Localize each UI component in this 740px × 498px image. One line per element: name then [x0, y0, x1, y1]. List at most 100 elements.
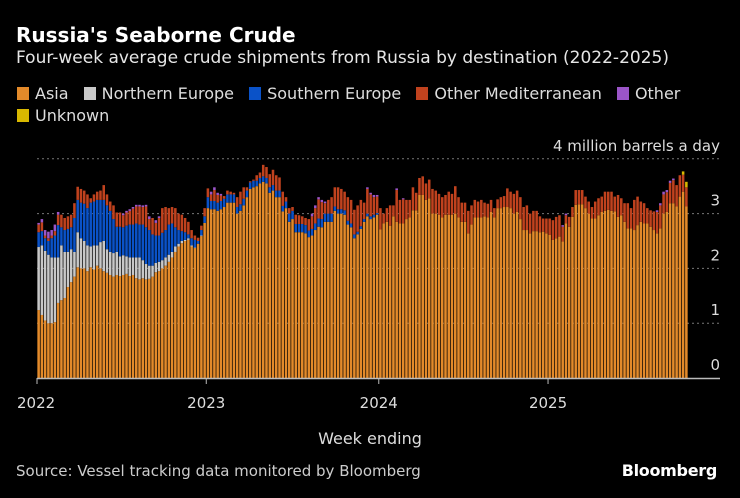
bar-segment-northern-europe: [200, 235, 203, 237]
bar-segment-other-mediterranean: [343, 191, 346, 211]
bar-segment-asia: [47, 323, 50, 378]
bar-segment-other-mediterranean: [144, 206, 148, 228]
bar-segment-other-mediterranean: [659, 205, 662, 229]
bar-segment-other-mediterranean: [597, 198, 600, 216]
bar-segment-asia: [450, 214, 454, 378]
bar-segment-southern-europe: [353, 234, 356, 239]
bar-segment-other-mediterranean: [170, 207, 174, 224]
bar-segment-northern-europe: [53, 257, 57, 323]
bar-segment-other-mediterranean: [135, 206, 138, 224]
bar-segment-asia: [284, 208, 288, 378]
bar-segment-southern-europe: [151, 234, 154, 266]
bar-segment-southern-europe: [310, 228, 314, 236]
bar-segment-asia: [424, 199, 428, 378]
bar-segment-asia: [63, 297, 66, 378]
bar-segment-asia: [613, 211, 617, 378]
legend-label: Southern Europe: [267, 84, 402, 103]
bar-segment-other-mediterranean: [460, 202, 464, 222]
legend-swatch: [416, 87, 429, 100]
bar-segment-asia: [379, 229, 382, 378]
bar-segment-southern-europe: [287, 213, 291, 222]
bar-segment-asia: [593, 218, 597, 378]
bar-segment-other-mediterranean: [323, 203, 327, 214]
bar-segment-asia: [398, 223, 402, 378]
bar-segment-southern-europe: [265, 177, 268, 184]
bar-segment-other: [672, 178, 675, 181]
bar-segment-southern-europe: [340, 209, 343, 214]
bar-segment-other-mediterranean: [242, 187, 245, 199]
bar-segment-other-mediterranean: [63, 217, 66, 231]
bar-segment-northern-europe: [177, 243, 180, 247]
bar-segment-other: [323, 201, 327, 204]
legend-label: Other Mediterranean: [434, 84, 602, 103]
bar-segment-asia: [652, 230, 656, 378]
bar-segment-asia: [385, 221, 389, 378]
bar-segment-other-mediterranean: [564, 215, 568, 224]
bar-segment-asia: [431, 213, 434, 378]
bar-segment-southern-europe: [112, 219, 115, 254]
bar-segment-asia: [281, 211, 285, 378]
bar-segment-southern-europe: [99, 199, 102, 243]
bar-segment-other-mediterranean: [496, 199, 499, 209]
bar-segment-other-mediterranean: [226, 190, 229, 195]
bar-segment-other-mediterranean: [652, 211, 656, 231]
bar-segment-other-mediterranean: [167, 208, 171, 225]
bar-segment-southern-europe: [183, 232, 187, 240]
bar-segment-asia: [515, 211, 519, 378]
bar-segment-southern-europe: [63, 230, 66, 252]
bar-segment-other-mediterranean: [535, 210, 538, 232]
bar-segment-northern-europe: [144, 264, 148, 280]
bar-segment-other-mediterranean: [255, 175, 258, 181]
bar-segment-southern-europe: [327, 213, 330, 222]
bar-segment-asia: [642, 223, 646, 378]
bar-segment-other-mediterranean: [437, 193, 441, 215]
bar-segment-asia: [665, 211, 669, 378]
bar-segment-southern-europe: [50, 238, 53, 258]
bar-segment-northern-europe: [115, 251, 119, 275]
bar-segment-other: [43, 230, 47, 236]
bar-segment-other-mediterranean: [450, 193, 454, 215]
bar-segment-asia: [131, 274, 135, 378]
bar-segment-asia: [121, 274, 125, 378]
bar-segment-other-mediterranean: [60, 214, 63, 228]
bar-segment-other-mediterranean: [284, 197, 288, 202]
bar-segment-asia: [56, 302, 60, 378]
bar-segment-northern-europe: [60, 245, 63, 301]
bar-segment-other-mediterranean: [353, 209, 356, 235]
bar-segment-other: [561, 225, 564, 227]
bar-segment-northern-europe: [63, 251, 66, 298]
bar-segment-other-mediterranean: [258, 172, 262, 178]
bar-segment-southern-europe: [102, 199, 105, 241]
bar-segment-other-mediterranean: [519, 197, 522, 220]
bar-segment-southern-europe: [95, 199, 99, 246]
bar-segment-asia: [366, 216, 369, 378]
bar-segment-southern-europe: [222, 198, 226, 208]
bar-segment-southern-europe: [242, 198, 245, 206]
bar-segment-other-mediterranean: [665, 192, 669, 212]
y-tick-label: 2: [710, 246, 720, 264]
bar-segment-southern-europe: [174, 227, 177, 247]
bar-segment-southern-europe: [336, 209, 340, 214]
bar-segment-southern-europe: [307, 230, 311, 238]
bar-segment-southern-europe: [92, 201, 96, 246]
bar-segment-southern-europe: [190, 238, 193, 246]
bar-segment-asia: [457, 217, 460, 378]
bar-segment-northern-europe: [40, 245, 44, 315]
bar-segment-other-mediterranean: [193, 235, 197, 240]
bar-segment-other: [314, 205, 317, 209]
bar-segment-southern-europe: [372, 214, 376, 218]
bar-segment-asia: [333, 210, 337, 378]
bar-segment-southern-europe: [281, 205, 285, 212]
bar-segment-other-mediterranean: [200, 225, 203, 231]
bar-segment-southern-europe: [219, 201, 223, 210]
bar-segment-asia: [346, 224, 350, 378]
bar-segment-asia: [340, 213, 343, 378]
bar-segment-asia: [587, 213, 590, 378]
bar-segment-asia: [600, 211, 604, 378]
bar-segment-other-mediterranean: [431, 188, 434, 214]
bar-segment-other-mediterranean: [79, 188, 83, 203]
bar-segment-other-mediterranean: [382, 213, 385, 224]
x-tick-label: 2025: [529, 394, 567, 412]
bar-segment-other-mediterranean: [356, 205, 359, 232]
bar-segment-other-mediterranean: [43, 235, 47, 239]
